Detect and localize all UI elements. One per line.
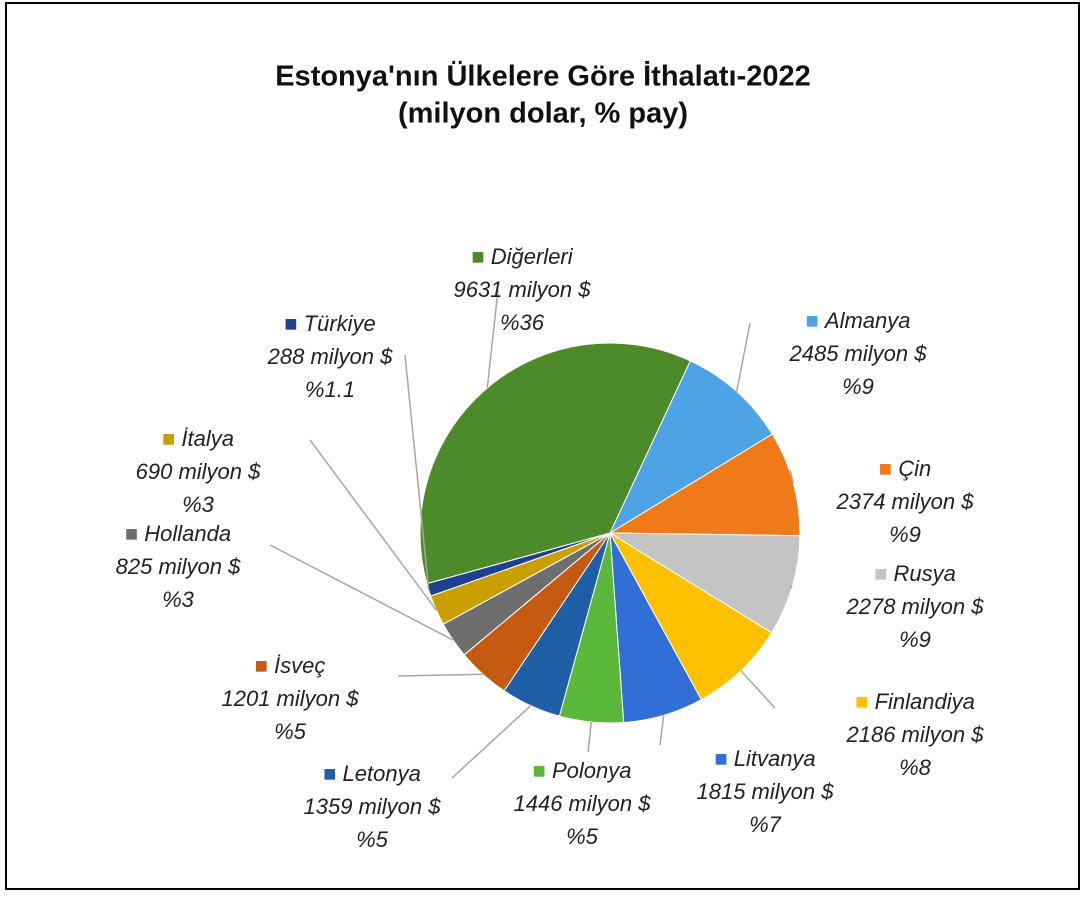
- leader-line: [397, 673, 483, 677]
- data-label: ■ Finlandiya: [855, 689, 975, 714]
- data-label: ■ Türkiye: [284, 311, 376, 336]
- data-label: ■ İtalya: [162, 426, 234, 451]
- percent-label: %9: [842, 374, 874, 399]
- percent-label: %8: [899, 755, 932, 780]
- value-label: 2485 milyon $: [789, 341, 928, 366]
- value-label: 288 milyon $: [267, 344, 394, 369]
- legend-key: ■: [533, 758, 552, 783]
- data-label: ■ Diğerleri: [471, 244, 573, 269]
- leader-line: [486, 289, 499, 389]
- category-label: Rusya: [894, 561, 956, 586]
- percent-label: %5: [566, 824, 599, 849]
- category-label: Litvanya: [734, 746, 816, 771]
- category-label: Finlandiya: [875, 689, 975, 714]
- percent-label: %3: [182, 492, 215, 517]
- data-label: ■ İsveç: [255, 653, 326, 678]
- leader-line: [451, 705, 532, 779]
- legend-key: ■: [874, 561, 893, 586]
- leader-line: [309, 439, 438, 611]
- percent-label: %9: [889, 522, 921, 547]
- leader-line: [404, 354, 430, 590]
- data-label: ■ Hollanda: [125, 521, 231, 546]
- value-label: 1446 milyon $: [514, 791, 652, 816]
- leader-line: [269, 544, 454, 641]
- category-label: Polonya: [552, 758, 632, 783]
- percent-label: %7: [749, 812, 782, 837]
- category-label: Letonya: [343, 761, 421, 786]
- value-label: 2186 milyon $: [846, 722, 985, 747]
- data-label: ■ Polonya: [533, 758, 632, 783]
- category-label: Hollanda: [144, 521, 231, 546]
- category-label: Diğerleri: [491, 244, 574, 269]
- percent-label: %3: [162, 587, 195, 612]
- data-label: ■ Çin: [879, 456, 931, 481]
- category-label: Almanya: [823, 308, 911, 333]
- percent-label: %36: [500, 310, 545, 335]
- data-label: ■ Letonya: [323, 761, 421, 786]
- category-label: Türkiye: [304, 311, 376, 336]
- legend-key: ■: [323, 761, 342, 786]
- leader-line: [587, 721, 593, 753]
- value-label: 9631 milyon $: [454, 277, 592, 302]
- leader-line: [735, 322, 751, 392]
- legend-key: ■: [879, 456, 898, 481]
- value-label: 825 milyon $: [116, 554, 242, 579]
- value-label: 2374 milyon $: [836, 489, 975, 514]
- chart-title: Estonya'nın Ülkelere Göre İthalatı-2022: [275, 60, 811, 93]
- legend-key: ■: [255, 653, 274, 678]
- legend-key: ■: [125, 521, 144, 546]
- legend-key: ■: [806, 308, 825, 333]
- percent-label: %5: [274, 719, 307, 744]
- value-label: 690 milyon $: [136, 459, 262, 484]
- category-label: Çin: [898, 456, 931, 481]
- data-label: ■ Rusya: [874, 561, 956, 586]
- data-label: ■ Litvanya: [714, 746, 815, 771]
- chart-subtitle: (milyon dolar, % pay): [398, 98, 688, 130]
- leader-line: [789, 469, 795, 484]
- leader-line: [789, 585, 793, 589]
- category-label: İsveç: [274, 653, 325, 678]
- percent-label: %1.1: [305, 377, 355, 402]
- legend-key: ■: [162, 426, 181, 451]
- leader-line: [740, 670, 776, 709]
- legend-key: ■: [855, 689, 874, 714]
- legend-key: ■: [471, 244, 490, 269]
- legend-key: ■: [284, 311, 303, 336]
- category-label: İtalya: [181, 426, 234, 451]
- percent-label: %5: [356, 827, 389, 852]
- value-label: 1201 milyon $: [222, 686, 360, 711]
- pie-slice: [419, 342, 691, 585]
- value-label: 2278 milyon $: [846, 594, 985, 619]
- percent-label: %9: [899, 627, 931, 652]
- leader-line: [659, 715, 665, 746]
- value-label: 1359 milyon $: [304, 794, 442, 819]
- pie-slice: [608, 360, 773, 535]
- value-label: 1815 milyon $: [697, 779, 835, 804]
- data-label: ■ Almanya: [806, 308, 911, 333]
- pie-slice: [608, 531, 773, 701]
- legend-key: ■: [714, 746, 733, 771]
